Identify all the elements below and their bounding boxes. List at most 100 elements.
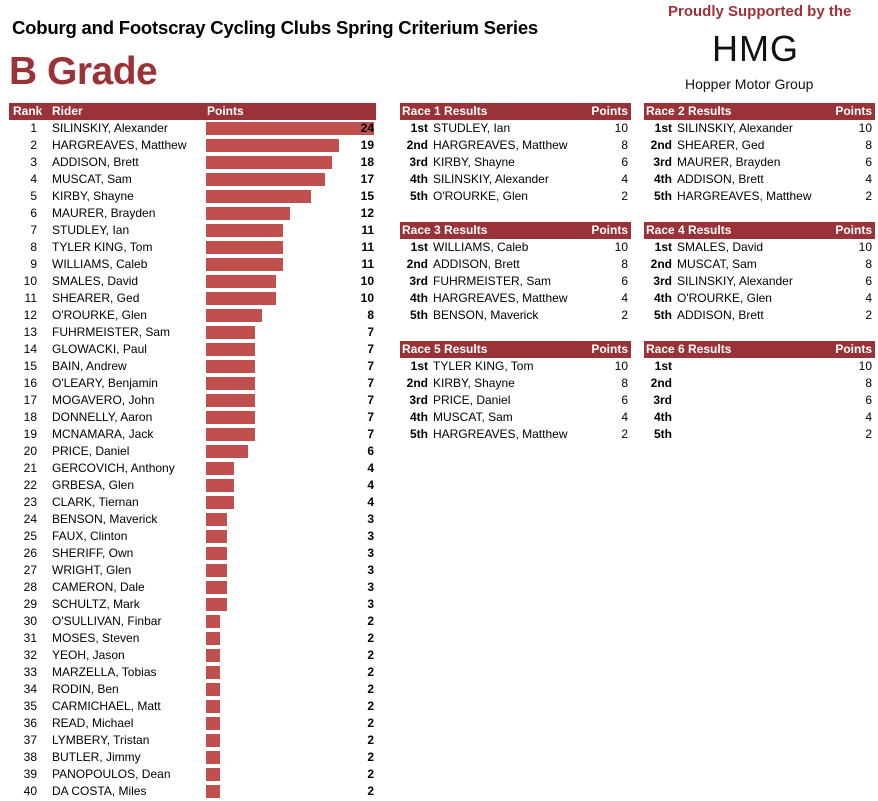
place-label: 1st <box>410 359 428 373</box>
rider-label: WRIGHT, Glen <box>52 563 132 577</box>
rider-label: HARGREAVES, Matthew <box>52 138 187 152</box>
race-points-header: Points <box>591 342 628 356</box>
rank-label: 30 <box>23 614 37 628</box>
place-label: 4th <box>654 172 672 186</box>
points-bar <box>206 615 220 628</box>
place-label: 5th <box>410 427 428 441</box>
standings-row: 40 DA COSTA, Miles 2 <box>9 783 376 800</box>
rank-label: 35 <box>23 699 37 713</box>
rider-column-header: Rider <box>52 104 83 118</box>
rank-label: 16 <box>23 376 37 390</box>
standings-row: 15 BAIN, Andrew 7 <box>9 358 376 375</box>
race-points-value: 8 <box>865 376 872 390</box>
place-label: 1st <box>410 240 428 254</box>
points-value: 2 <box>367 682 374 696</box>
standings-row: 29 SCHULTZ, Mark 3 <box>9 596 376 613</box>
standings-row: 26 SHERIFF, Own 3 <box>9 545 376 562</box>
race-panel-1: Race 1 Results Points 1st STUDLEY, Ian 10 2nd… <box>400 103 631 205</box>
rider-label: GLOWACKI, Paul <box>52 342 147 356</box>
rank-label: 3 <box>30 155 37 169</box>
race-panel-6: Race 6 Results Points 1st 10 2nd 8 3rd 6 4th 4 5th… <box>644 341 875 443</box>
race-points-value: 10 <box>614 121 628 135</box>
race-title: Race 3 Results <box>402 223 488 237</box>
points-bar <box>206 564 227 577</box>
rank-label: 23 <box>23 495 37 509</box>
points-bar <box>206 717 220 730</box>
points-value: 3 <box>367 580 374 594</box>
rider-label: WILLIAMS, Caleb <box>52 257 148 271</box>
race-result-row: 5th HARGREAVES, Matthew 2 <box>644 188 875 205</box>
race-result-row: 2nd ADDISON, Brett 8 <box>400 256 631 273</box>
place-label: 2nd <box>406 257 428 271</box>
standings-row: 2 HARGREAVES, Matthew 19 <box>9 137 376 154</box>
rank-label: 6 <box>30 206 37 220</box>
rank-label: 12 <box>23 308 37 322</box>
rider-label: FAUX, Clinton <box>52 529 128 543</box>
race-title: Race 6 Results <box>646 342 732 356</box>
standings-row: 32 YEOH, Jason 2 <box>9 647 376 664</box>
points-bar <box>206 292 276 305</box>
page-title: Coburg and Footscray Cycling Clubs Sprin… <box>12 17 539 38</box>
rider-label: SHERIFF, Own <box>52 546 134 560</box>
race-rider-label: BENSON, Maverick <box>433 308 539 322</box>
standings-row: 21 GERCOVICH, Anthony 4 <box>9 460 376 477</box>
points-value: 11 <box>361 240 374 254</box>
race-header: Race 4 Results Points <box>644 222 875 239</box>
points-value: 7 <box>367 325 374 339</box>
race-rider-label: KIRBY, Shayne <box>433 376 515 390</box>
race-panel-3: Race 3 Results Points 1st WILLIAMS, Caleb 10… <box>400 222 631 324</box>
race-rider-label: MUSCAT, Sam <box>677 257 757 271</box>
rider-label: CARMICHAEL, Matt <box>52 699 161 713</box>
standings-row: 27 WRIGHT, Glen 3 <box>9 562 376 579</box>
place-label: 1st <box>654 121 672 135</box>
points-value: 2 <box>367 767 374 781</box>
standings-row: 11 SHEARER, Ged 10 <box>9 290 376 307</box>
race-header: Race 5 Results Points <box>400 341 631 358</box>
race-points-value: 10 <box>858 359 872 373</box>
standings-row: 14 GLOWACKI, Paul 7 <box>9 341 376 358</box>
place-label: 2nd <box>406 376 428 390</box>
rider-label: MARZELLA, Tobias <box>52 665 157 679</box>
race-result-row: 1st TYLER KING, Tom 10 <box>400 358 631 375</box>
standings-row: 1 SILINSKIY, Alexander 24 <box>9 120 376 137</box>
rank-label: 4 <box>30 172 37 186</box>
place-label: 1st <box>654 240 672 254</box>
place-label: 3rd <box>409 393 428 407</box>
points-value: 7 <box>367 342 374 356</box>
race-title: Race 5 Results <box>402 342 488 356</box>
race-points-value: 2 <box>621 308 628 322</box>
points-value: 3 <box>367 546 374 560</box>
points-value: 19 <box>360 138 374 152</box>
rider-label: O'ROURKE, Glen <box>52 308 147 322</box>
points-value: 4 <box>367 478 374 492</box>
race-points-value: 10 <box>614 359 628 373</box>
rank-label: 5 <box>30 189 37 203</box>
points-value: 2 <box>367 784 374 798</box>
points-bar <box>206 394 255 407</box>
points-value: 8 <box>367 308 374 322</box>
rank-label: 27 <box>23 563 37 577</box>
place-label: 2nd <box>650 257 672 271</box>
place-label: 2nd <box>650 376 672 390</box>
race-points-header: Points <box>835 342 872 356</box>
standings-row: 13 FUHRMEISTER, Sam 7 <box>9 324 376 341</box>
standings-row: 30 O'SULLIVAN, Finbar 2 <box>9 613 376 630</box>
points-bar <box>206 258 283 271</box>
rank-label: 7 <box>30 223 37 237</box>
standings-row: 23 CLARK, Tiernan 4 <box>9 494 376 511</box>
points-bar <box>206 207 290 220</box>
race-points-value: 8 <box>621 257 628 271</box>
race-title: Race 4 Results <box>646 223 732 237</box>
race-points-value: 6 <box>621 274 628 288</box>
race-points-value: 2 <box>621 427 628 441</box>
points-bar <box>206 326 255 339</box>
points-bar <box>206 309 262 322</box>
rider-label: RODIN, Ben <box>52 682 119 696</box>
standings-row: 12 O'ROURKE, Glen 8 <box>9 307 376 324</box>
rider-label: MUSCAT, Sam <box>52 172 132 186</box>
points-bar <box>206 156 332 169</box>
place-label: 3rd <box>653 155 672 169</box>
race-result-row: 4th 4 <box>644 409 875 426</box>
place-label: 5th <box>654 308 672 322</box>
standings-header: Rank Rider Points <box>9 103 376 120</box>
